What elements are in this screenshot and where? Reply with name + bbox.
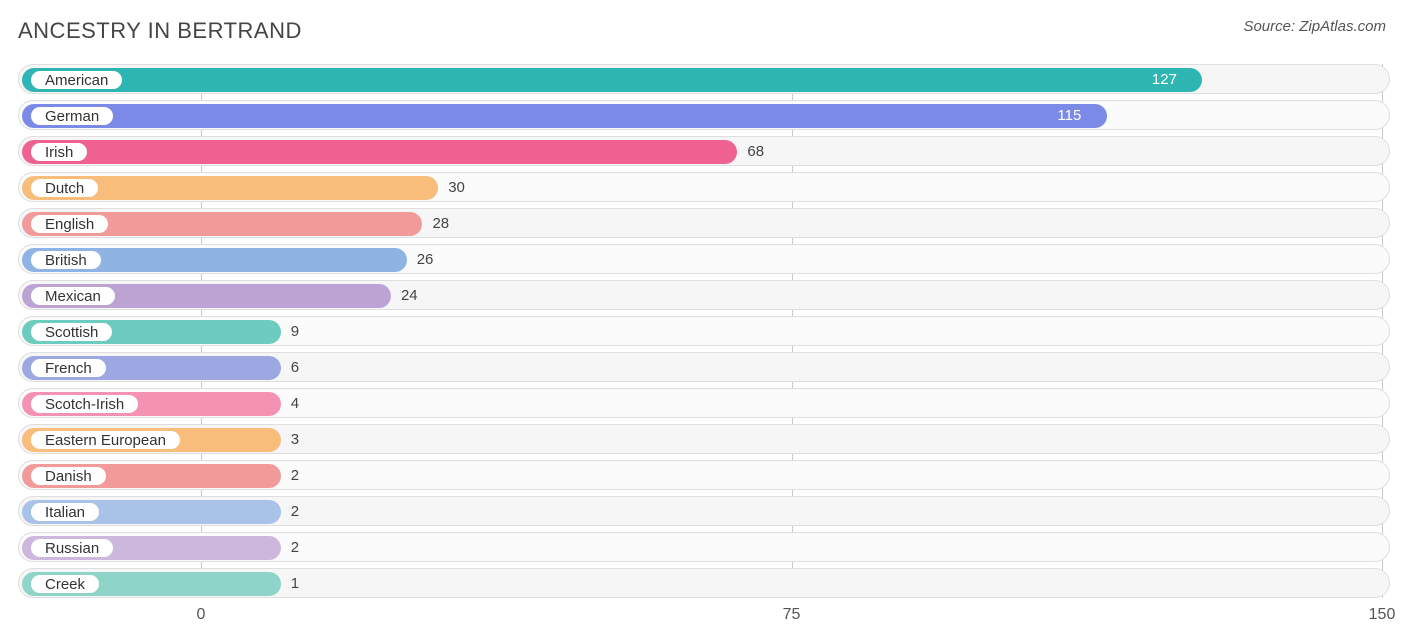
bar-row: Mexican 24 — [18, 280, 1390, 310]
category-label: Danish — [29, 465, 108, 487]
bar-row: Irish 68 — [18, 136, 1390, 166]
value-label: 9 — [291, 323, 299, 340]
bar-row: German 115 — [18, 100, 1390, 130]
category-label: Creek — [29, 573, 101, 595]
category-label: Italian — [29, 501, 101, 523]
source-attribution: Source: ZipAtlas.com — [1243, 18, 1386, 35]
axis-tick-label: 150 — [1369, 606, 1396, 624]
category-label: English — [29, 213, 110, 235]
chart-title: ANCESTRY IN BERTRAND — [18, 18, 302, 44]
bar-row: British 26 — [18, 244, 1390, 274]
bar-row: Danish 2 — [18, 460, 1390, 490]
category-label: British — [29, 249, 103, 271]
bar-row: Russian 2 — [18, 532, 1390, 562]
value-label: 1 — [291, 575, 299, 592]
value-label: 127 — [1152, 71, 1177, 88]
bar-row: American 127 — [18, 64, 1390, 94]
bar-row: French 6 — [18, 352, 1390, 382]
bar-row: Italian 2 — [18, 496, 1390, 526]
value-label: 68 — [747, 143, 764, 160]
value-label: 26 — [417, 251, 434, 268]
axis-tick-label: 75 — [783, 606, 801, 624]
category-label: American — [29, 69, 124, 91]
value-label: 4 — [291, 395, 299, 412]
x-axis: 075150 — [18, 604, 1390, 628]
value-label: 2 — [291, 467, 299, 484]
bar-rows: American 127 German 115 Irish 68 Dutch 30 Englis… — [18, 64, 1390, 598]
value-label: 2 — [291, 503, 299, 520]
bar — [22, 68, 1202, 92]
category-label: Eastern European — [29, 429, 182, 451]
category-label: Scotch-Irish — [29, 393, 140, 415]
value-label: 115 — [1057, 107, 1081, 124]
bar-row: Dutch 30 — [18, 172, 1390, 202]
value-label: 24 — [401, 287, 418, 304]
value-label: 28 — [432, 215, 449, 232]
category-label: Dutch — [29, 177, 100, 199]
chart-area: American127German115Irish68Dutch30Englis… — [18, 64, 1390, 628]
category-label: German — [29, 105, 115, 127]
value-label: 6 — [291, 359, 299, 376]
bar-row: English 28 — [18, 208, 1390, 238]
value-label: 3 — [291, 431, 299, 448]
category-label: Mexican — [29, 285, 117, 307]
chart-container: ANCESTRY IN BERTRAND Source: ZipAtlas.co… — [0, 0, 1406, 638]
bar-row: Eastern European 3 — [18, 424, 1390, 454]
category-label: Irish — [29, 141, 89, 163]
bar-row: Scotch-Irish 4 — [18, 388, 1390, 418]
category-label: Scottish — [29, 321, 114, 343]
value-label: 30 — [448, 179, 465, 196]
category-label: Russian — [29, 537, 115, 559]
axis-tick-label: 0 — [197, 606, 206, 624]
bar — [22, 140, 737, 164]
value-label: 2 — [291, 539, 299, 556]
header: ANCESTRY IN BERTRAND Source: ZipAtlas.co… — [18, 18, 1392, 44]
bar — [22, 104, 1107, 128]
bar-row: Creek 1 — [18, 568, 1390, 598]
bar-row: Scottish 9 — [18, 316, 1390, 346]
category-label: French — [29, 357, 108, 379]
